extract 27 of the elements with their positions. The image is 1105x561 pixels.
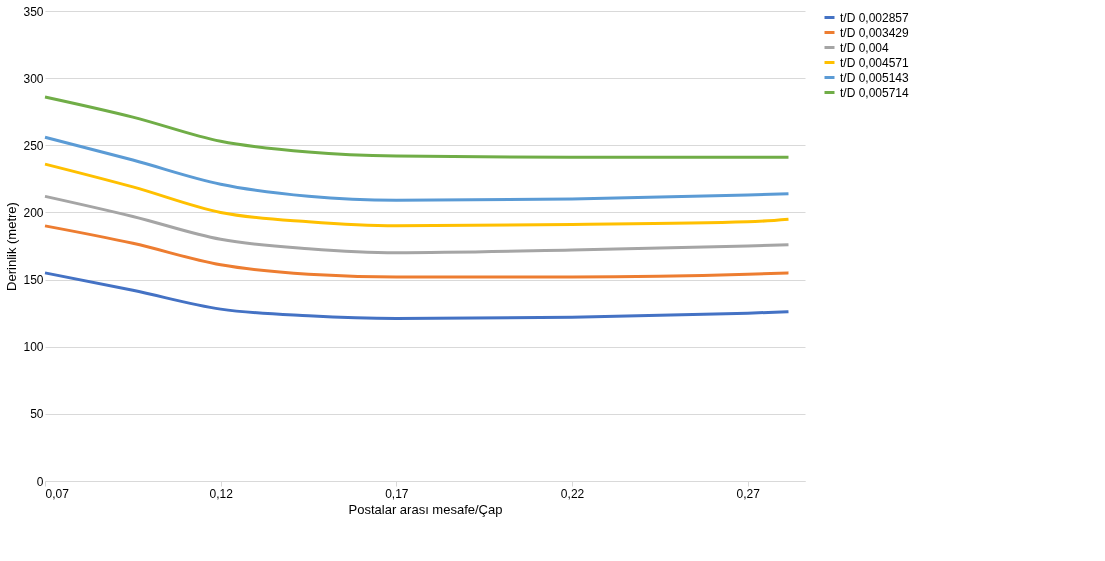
legend-label: t/D 0,004 (840, 40, 890, 55)
y-tick-label: 250 (23, 138, 44, 153)
y-tick-label: 300 (23, 71, 44, 86)
line-series (43, 224, 790, 279)
y-tick-label: 200 (23, 205, 44, 220)
legend-label: t/D 0,004571 (840, 55, 910, 70)
line-series (43, 135, 790, 202)
legend-label: t/D 0,002857 (840, 10, 910, 25)
line-series (43, 194, 790, 255)
line-series (43, 162, 790, 228)
y-tick-label: 50 (30, 407, 44, 422)
y-axis-title: Derinlik (metre) (4, 202, 20, 291)
y-tick-label: 350 (23, 4, 44, 19)
y-tick-label: 150 (23, 273, 44, 288)
line-series (43, 95, 790, 159)
x-tick-label: 0,27 (736, 486, 761, 501)
x-tick-label: 0,12 (209, 486, 234, 501)
y-tick-label: 100 (23, 340, 44, 355)
legend-label: t/D 0,005714 (840, 85, 910, 100)
y-tick-label: 0 (36, 474, 44, 489)
x-tick-label: 0,07 (45, 486, 70, 501)
x-tick-label: 0,22 (560, 486, 585, 501)
line-series (43, 271, 790, 321)
legend-label: t/D 0,005143 (840, 70, 910, 85)
x-tick-label: 0,17 (385, 486, 409, 501)
legend-label: t/D 0,003429 (840, 25, 910, 40)
x-axis-title: Postalar arası mesafe/Çap (348, 501, 503, 517)
